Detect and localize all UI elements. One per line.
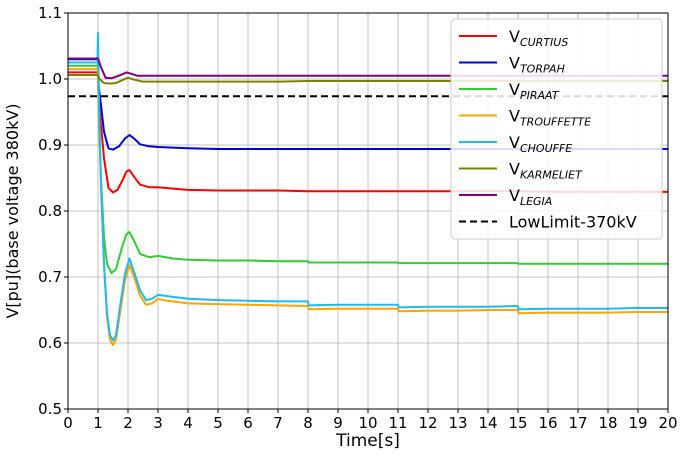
x-tick-label: 4 xyxy=(183,414,193,432)
legend-subscript: TORPAH xyxy=(520,63,565,76)
legend-label: V xyxy=(509,27,520,46)
legend-subscript: PIRAAT xyxy=(520,89,560,102)
x-tick-label: 10 xyxy=(358,414,377,432)
x-tick-label: 12 xyxy=(418,414,437,432)
y-tick-label: 0.5 xyxy=(38,400,62,418)
x-tick-label: 8 xyxy=(303,414,313,432)
y-tick-label: 1.0 xyxy=(38,70,62,88)
x-tick-label: 0 xyxy=(63,414,73,432)
x-tick-label: 5 xyxy=(213,414,223,432)
legend-subscript: CURTIUS xyxy=(520,36,568,49)
legend-entry: VLEGIA xyxy=(509,186,552,208)
legend-label: V xyxy=(509,54,520,73)
legend-subscript: LEGIA xyxy=(520,195,552,208)
series-line-chouffe xyxy=(68,31,668,342)
series-line-piraat xyxy=(68,64,668,274)
axis-ticks: 0 1 2 3 4 5 6 7 8 9 10 11 12 13 14 15 16 17 18 19 200.50.60.… xyxy=(38,4,677,432)
legend-label: V xyxy=(509,186,520,205)
x-tick-label: 17 xyxy=(568,414,587,432)
legend-subscript: KARMELIET xyxy=(520,169,583,182)
legend-entry: VCHOUFFE xyxy=(509,133,572,155)
x-tick-label: 15 xyxy=(508,414,527,432)
y-tick-label: 0.8 xyxy=(38,202,62,220)
y-axis-label: V[pu](base voltage 380kV) xyxy=(3,103,22,318)
legend-entry: LowLimit-370kV xyxy=(509,213,637,232)
legend-entry: VTORPAH xyxy=(509,54,565,76)
x-tick-label: 11 xyxy=(388,414,407,432)
legend-entry: VCURTIUS xyxy=(509,27,568,49)
legend-label: V xyxy=(509,160,520,179)
y-tick-label: 0.9 xyxy=(38,136,62,154)
x-tick-label: 13 xyxy=(448,414,467,432)
x-axis-label: Time[s] xyxy=(335,431,400,451)
x-tick-label: 1 xyxy=(93,414,103,432)
x-tick-label: 9 xyxy=(333,414,343,432)
x-tick-label: 20 xyxy=(658,414,677,432)
legend-subscript: TROUFFETTE xyxy=(520,116,591,129)
legend-entry: VKARMELIET xyxy=(509,160,583,182)
legend-label: V xyxy=(509,80,520,99)
x-tick-label: 6 xyxy=(243,414,253,432)
legend-label: LowLimit-370kV xyxy=(509,213,637,232)
x-tick-label: 7 xyxy=(273,414,283,432)
legend-label: V xyxy=(509,133,520,152)
x-tick-label: 16 xyxy=(538,414,557,432)
y-tick-label: 0.7 xyxy=(38,268,62,286)
y-tick-label: 0.6 xyxy=(38,334,62,352)
legend-subscript: CHOUFFE xyxy=(520,142,572,155)
legend: VCURTIUSVTORPAHVPIRAATVTROUFFETTEVCHOUFF… xyxy=(450,18,663,240)
x-tick-label: 18 xyxy=(598,414,617,432)
legend-box xyxy=(450,18,663,240)
x-tick-label: 19 xyxy=(628,414,647,432)
y-tick-label: 1.1 xyxy=(38,4,62,22)
x-tick-label: 2 xyxy=(123,414,133,432)
series-line-trouffette xyxy=(68,68,668,346)
x-tick-label: 14 xyxy=(478,414,497,432)
x-tick-label: 3 xyxy=(153,414,163,432)
legend-label: V xyxy=(509,107,520,126)
legend-entry: VTROUFFETTE xyxy=(509,107,591,129)
legend-entry: VPIRAAT xyxy=(509,80,560,102)
